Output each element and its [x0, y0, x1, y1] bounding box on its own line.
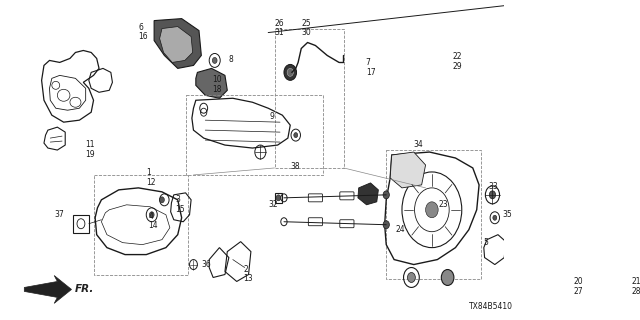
Text: 21
28: 21 28	[632, 277, 640, 296]
Text: 32: 32	[268, 200, 278, 209]
Text: 2
13: 2 13	[243, 265, 253, 283]
Circle shape	[426, 202, 438, 218]
Polygon shape	[159, 27, 193, 62]
Text: 38: 38	[291, 162, 300, 171]
Text: 37: 37	[54, 210, 64, 219]
Polygon shape	[24, 276, 72, 303]
Text: 7
17: 7 17	[366, 59, 376, 77]
Text: 25
30: 25 30	[301, 19, 311, 37]
Circle shape	[284, 64, 296, 80]
Circle shape	[408, 273, 415, 283]
Polygon shape	[154, 19, 202, 68]
Text: 33: 33	[488, 182, 499, 191]
Circle shape	[493, 215, 497, 220]
Circle shape	[212, 58, 217, 63]
Text: 6
16: 6 16	[138, 23, 148, 41]
Polygon shape	[358, 183, 378, 205]
Circle shape	[383, 221, 389, 229]
Text: FR.: FR.	[75, 284, 94, 294]
Text: 36: 36	[202, 260, 211, 268]
Text: 35: 35	[502, 210, 513, 219]
Text: 24: 24	[396, 225, 405, 234]
Circle shape	[383, 191, 389, 199]
Circle shape	[149, 212, 154, 218]
Text: 26
31: 26 31	[275, 19, 284, 37]
Text: 20
27: 20 27	[573, 277, 583, 296]
Text: 9: 9	[270, 112, 275, 121]
Circle shape	[294, 132, 298, 138]
Text: 10
18: 10 18	[212, 76, 222, 94]
Circle shape	[490, 191, 495, 199]
Text: 1
12: 1 12	[147, 168, 156, 187]
Polygon shape	[390, 152, 426, 188]
Circle shape	[442, 269, 454, 285]
Circle shape	[159, 197, 164, 203]
Text: 34: 34	[414, 140, 424, 149]
Text: 4
14: 4 14	[148, 212, 158, 230]
Circle shape	[276, 195, 281, 201]
Text: TX84B5410: TX84B5410	[469, 302, 513, 311]
Text: 3
15: 3 15	[175, 195, 185, 213]
Text: 5: 5	[484, 238, 489, 247]
Text: 11
19: 11 19	[86, 140, 95, 159]
Polygon shape	[196, 68, 227, 98]
Text: 22
29: 22 29	[452, 52, 462, 71]
Text: 8: 8	[228, 55, 233, 64]
Circle shape	[287, 68, 293, 76]
Text: 23: 23	[438, 200, 448, 209]
